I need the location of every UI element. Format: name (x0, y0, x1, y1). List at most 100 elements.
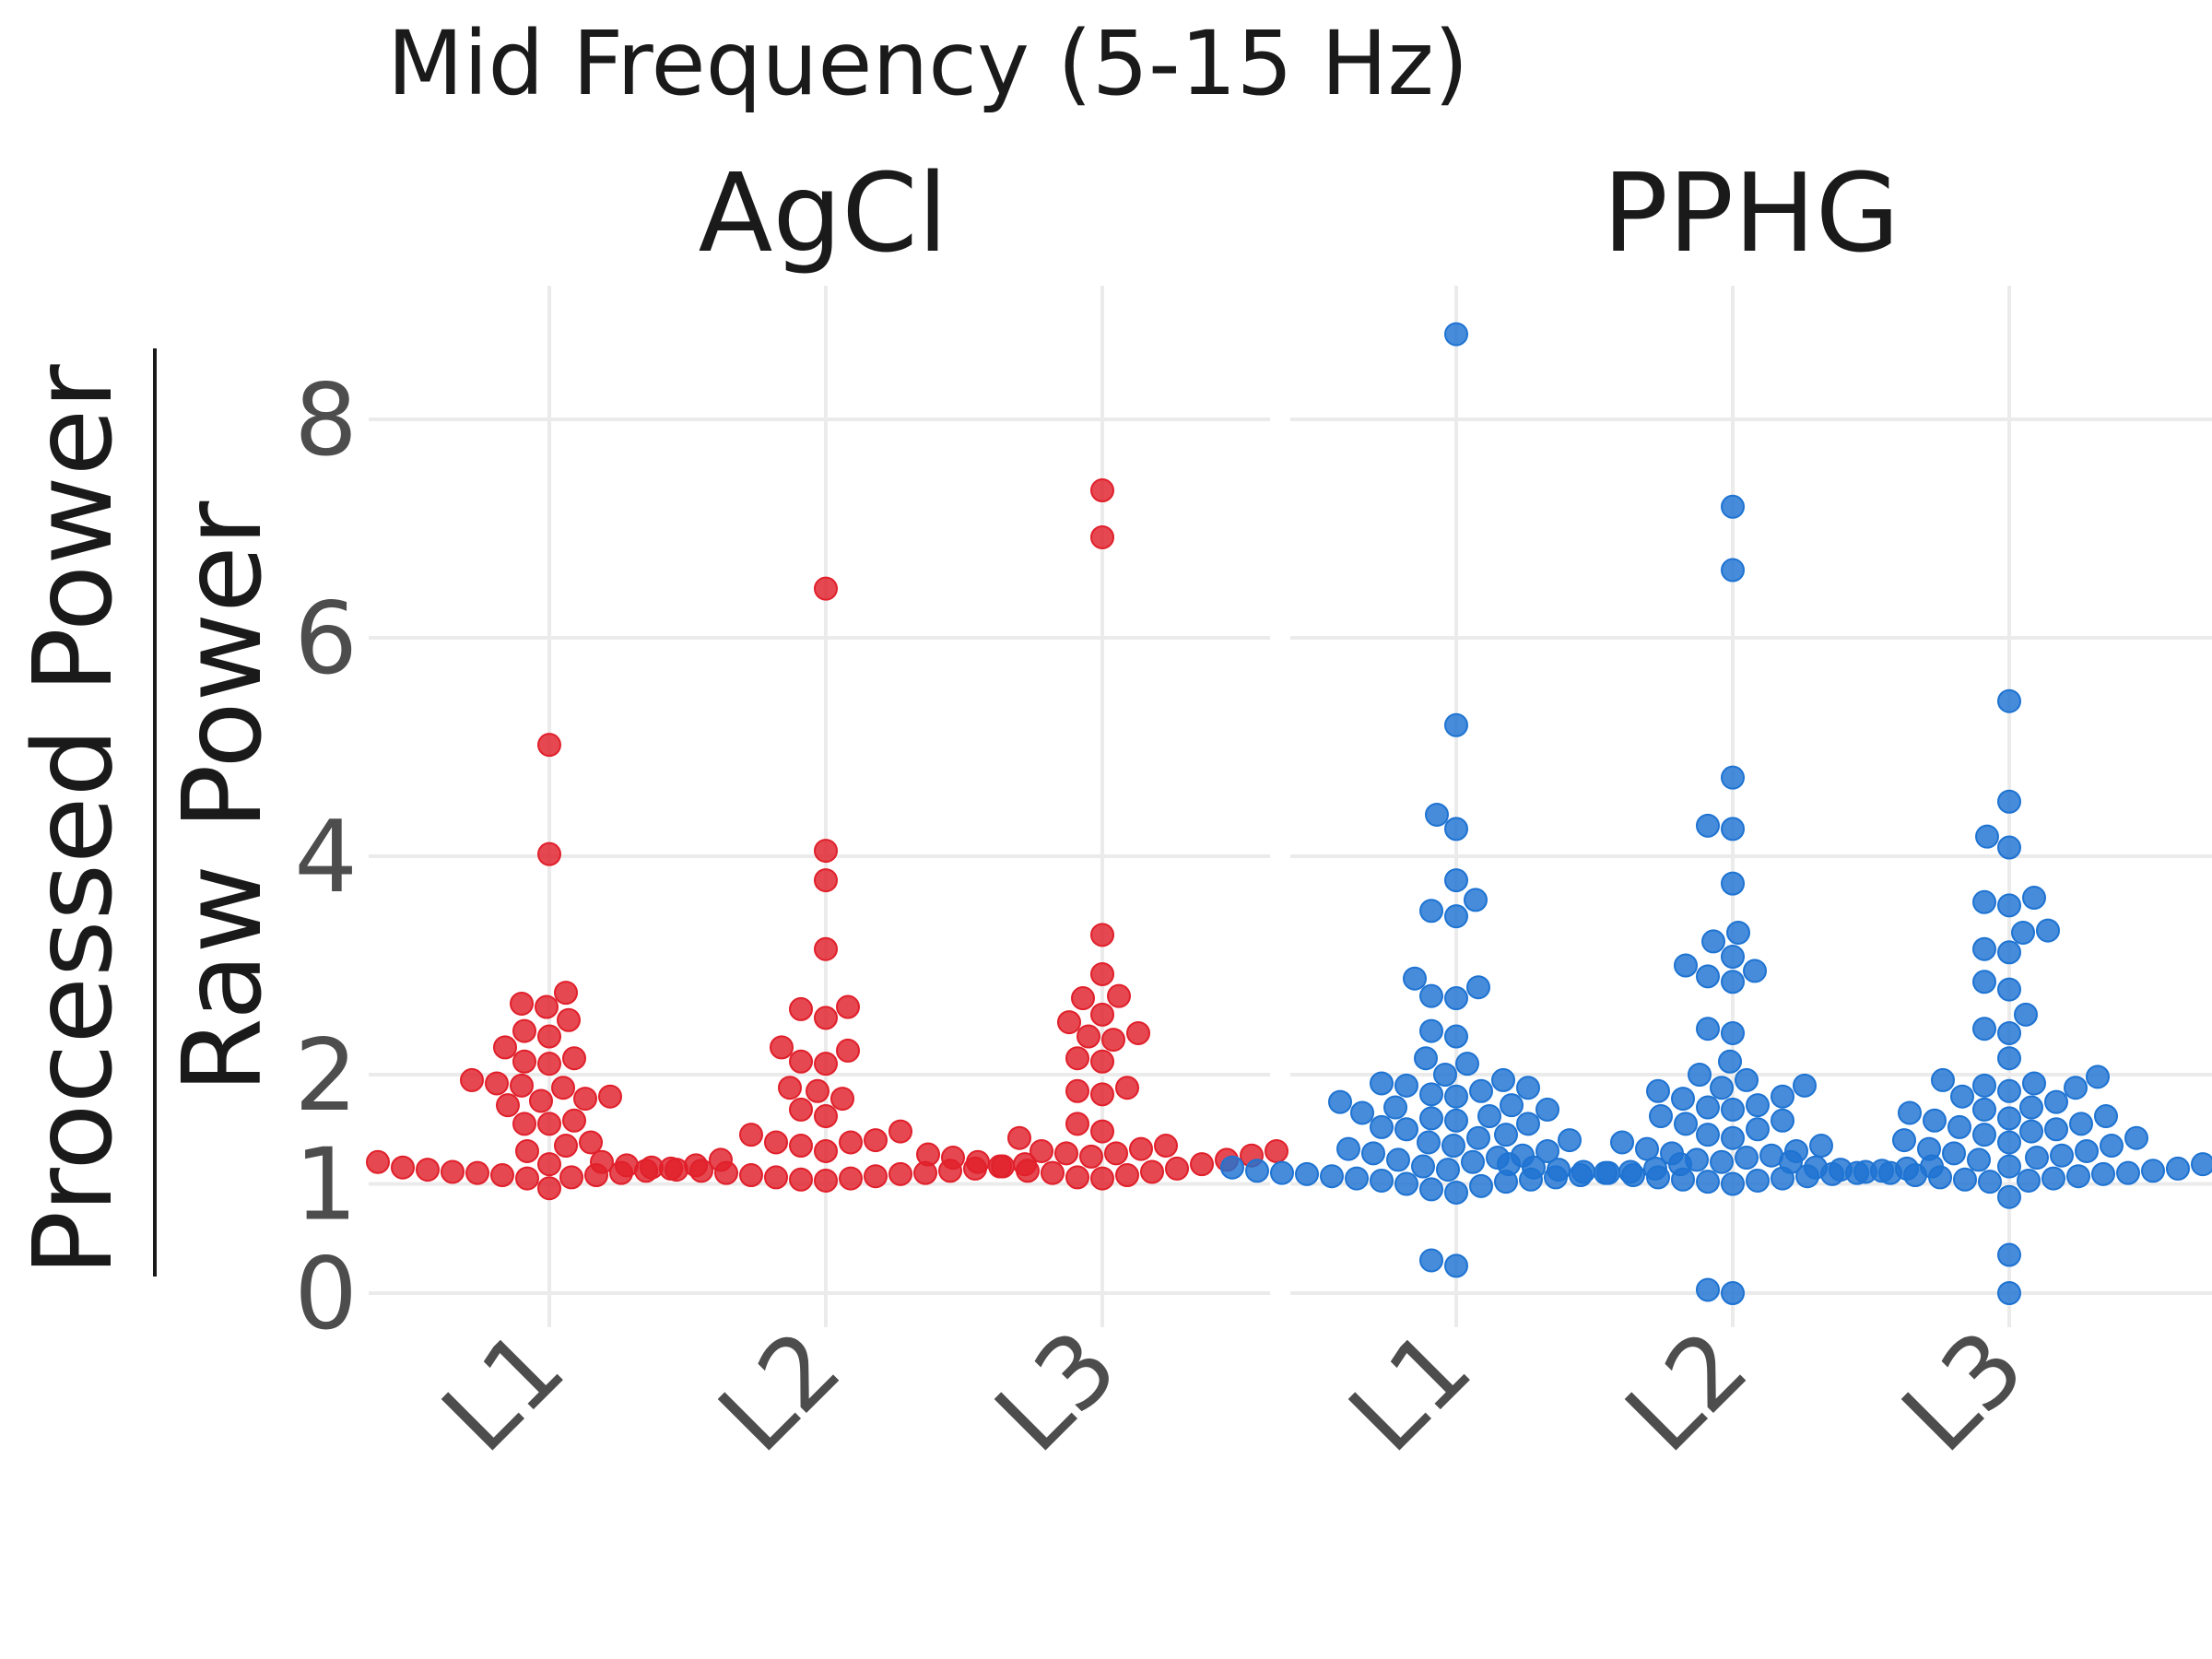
data-point (1107, 983, 1131, 1008)
data-point (739, 1163, 763, 1188)
data-point (366, 1149, 390, 1174)
data-point (535, 994, 559, 1019)
data-point (789, 1134, 813, 1159)
data-point (1646, 1165, 1670, 1190)
data-point (1721, 1281, 1745, 1305)
data-point (1997, 1154, 2021, 1179)
data-point (562, 1108, 586, 1133)
data-point (1030, 1138, 1053, 1163)
data-point (1649, 1104, 1673, 1129)
data-point (1090, 1049, 1114, 1074)
data-point (1997, 940, 2021, 965)
data-point (1718, 1049, 1742, 1074)
data-point (1696, 1123, 1720, 1147)
data-point (1154, 1134, 1178, 1159)
data-point (1220, 1155, 1244, 1180)
data-point (2116, 1160, 2140, 1185)
data-point (1090, 1119, 1114, 1144)
data-point (1466, 1125, 1490, 1150)
data-point (1444, 1253, 1468, 1278)
data-point (1771, 1084, 1794, 1109)
data-point (1535, 1138, 1559, 1163)
data-point (1978, 1170, 2002, 1194)
data-point (1972, 1097, 1996, 1122)
data-point (1809, 1134, 1833, 1159)
data-point (1065, 1046, 1089, 1071)
panel-pphg: PPHG L1 L2 L3 (1220, 149, 2212, 1475)
data-point (1115, 1163, 1139, 1188)
data-point (916, 1142, 940, 1167)
data-point (1917, 1136, 1941, 1161)
data-point (1967, 1147, 1991, 1172)
data-point (814, 1138, 838, 1163)
data-point (1721, 945, 1745, 970)
data-point (515, 1166, 539, 1191)
data-point (2044, 1117, 2068, 1142)
data-point (2100, 1134, 2124, 1159)
data-point (789, 1167, 813, 1192)
x-tick-label: L3 (1881, 1309, 2047, 1475)
data-point (1411, 1154, 1435, 1179)
data-point (1101, 1028, 1125, 1053)
y-tick-label: 2 (294, 1018, 358, 1134)
data-point (1701, 929, 1725, 954)
data-point (1419, 1018, 1443, 1043)
data-point (806, 1078, 830, 1103)
data-point (1444, 1180, 1468, 1205)
data-point (1898, 1100, 1922, 1125)
data-point (1419, 1248, 1443, 1273)
data-point (839, 1166, 863, 1191)
data-point (640, 1155, 664, 1180)
data-point (814, 576, 838, 601)
data-point (1953, 1167, 1977, 1192)
data-point (864, 1128, 888, 1153)
data-point (1878, 1160, 1902, 1185)
data-point (554, 1134, 578, 1159)
y-axis-ticks: 012 4 6 8 (294, 363, 358, 1352)
data-point (1419, 1177, 1443, 1202)
data-point (830, 1087, 854, 1112)
data-point (1295, 1161, 1319, 1186)
data-point (1469, 1173, 1493, 1198)
data-point (1090, 961, 1114, 986)
data-point (1635, 1136, 1659, 1161)
data-point (1419, 1106, 1443, 1131)
data-point (836, 1038, 860, 1063)
data-point (1500, 1093, 1524, 1118)
y-axis-label-denominator: Raw Power (159, 500, 286, 1093)
data-point (1425, 802, 1449, 827)
data-point (1436, 1158, 1460, 1182)
data-point (1696, 1095, 1720, 1120)
data-point (496, 1093, 520, 1118)
data-point (2017, 1168, 2041, 1193)
data-point (554, 981, 578, 1006)
data-point (764, 1130, 788, 1155)
x-tick-label: L2 (698, 1309, 864, 1475)
data-point (510, 991, 534, 1016)
data-point (2075, 1138, 2099, 1163)
data-point (590, 1149, 614, 1174)
data-point (1041, 1160, 1065, 1185)
data-point (2011, 920, 2035, 945)
data-point (1596, 1160, 1620, 1185)
data-point (1057, 1010, 1081, 1035)
data-point (1104, 1141, 1128, 1166)
data-point (515, 1138, 539, 1163)
data-point (2069, 1112, 2093, 1136)
data-point (665, 1158, 688, 1182)
data-point (1972, 936, 1996, 961)
data-point (1494, 1123, 1518, 1147)
data-point (2036, 918, 2060, 943)
data-point (1394, 1073, 1418, 1098)
data-point (1721, 1125, 1745, 1150)
data-point (1007, 1125, 1031, 1150)
data-point (537, 1052, 561, 1077)
data-point (1997, 1184, 2021, 1209)
data-point (1997, 977, 2021, 1002)
data-point (2014, 1002, 2038, 1027)
data-point (1923, 1108, 1947, 1133)
data-point (512, 1049, 536, 1074)
data-point (814, 1052, 838, 1077)
data-point (1165, 1156, 1189, 1181)
data-point (1126, 1020, 1150, 1045)
